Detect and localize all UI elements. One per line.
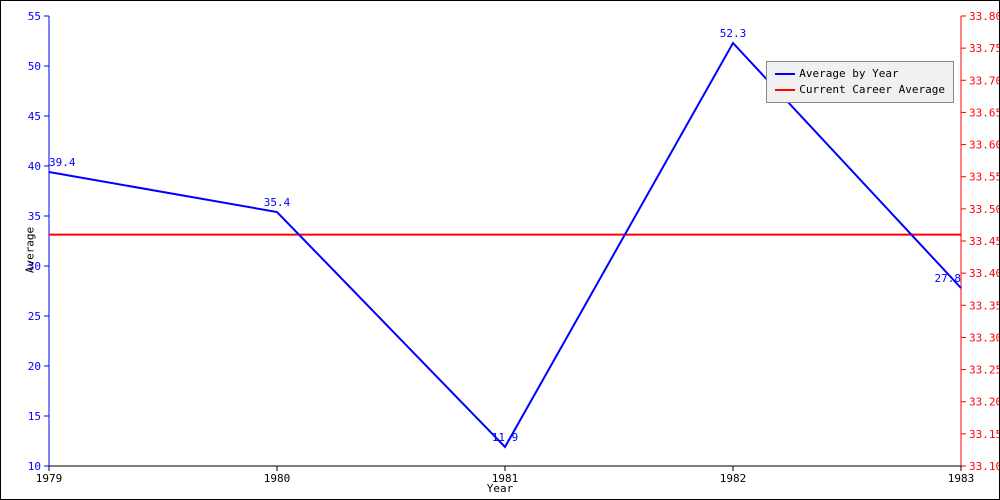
svg-text:33.80: 33.80 <box>969 10 999 23</box>
svg-text:1979: 1979 <box>36 472 63 485</box>
svg-text:52.3: 52.3 <box>720 27 747 40</box>
svg-text:50: 50 <box>28 60 41 73</box>
svg-text:33.70: 33.70 <box>969 74 999 87</box>
legend-item-series1: Average by Year <box>775 66 945 82</box>
svg-text:45: 45 <box>28 110 41 123</box>
svg-text:33.65: 33.65 <box>969 106 999 119</box>
svg-text:39.4: 39.4 <box>49 156 76 169</box>
svg-text:33.25: 33.25 <box>969 364 999 377</box>
svg-text:33.45: 33.45 <box>969 235 999 248</box>
legend-swatch-series2 <box>775 89 795 91</box>
svg-text:33.35: 33.35 <box>969 299 999 312</box>
svg-text:11.9: 11.9 <box>492 431 519 444</box>
legend-swatch-series1 <box>775 73 795 75</box>
svg-text:40: 40 <box>28 160 41 173</box>
chart-container: 1015202530354045505533.1033.1533.2033.25… <box>0 0 1000 500</box>
svg-text:1983: 1983 <box>948 472 975 485</box>
svg-text:27.8: 27.8 <box>935 272 962 285</box>
svg-text:33.75: 33.75 <box>969 42 999 55</box>
svg-text:33.20: 33.20 <box>969 396 999 409</box>
y-axis-left-label: Average <box>24 227 37 273</box>
svg-text:33.60: 33.60 <box>969 139 999 152</box>
x-axis-label: Year <box>487 482 514 495</box>
svg-text:20: 20 <box>28 360 41 373</box>
legend-item-series2: Current Career Average <box>775 82 945 98</box>
svg-text:1980: 1980 <box>264 472 291 485</box>
svg-text:33.30: 33.30 <box>969 331 999 344</box>
legend-label-series1: Average by Year <box>799 66 898 82</box>
svg-text:33.40: 33.40 <box>969 267 999 280</box>
svg-text:33.55: 33.55 <box>969 171 999 184</box>
svg-text:35.4: 35.4 <box>264 196 291 209</box>
svg-text:25: 25 <box>28 310 41 323</box>
svg-text:33.15: 33.15 <box>969 428 999 441</box>
legend-label-series2: Current Career Average <box>799 82 945 98</box>
svg-text:33.50: 33.50 <box>969 203 999 216</box>
svg-text:15: 15 <box>28 410 41 423</box>
svg-text:1982: 1982 <box>720 472 747 485</box>
svg-text:35: 35 <box>28 210 41 223</box>
svg-text:55: 55 <box>28 10 41 23</box>
legend: Average by Year Current Career Average <box>766 61 954 103</box>
